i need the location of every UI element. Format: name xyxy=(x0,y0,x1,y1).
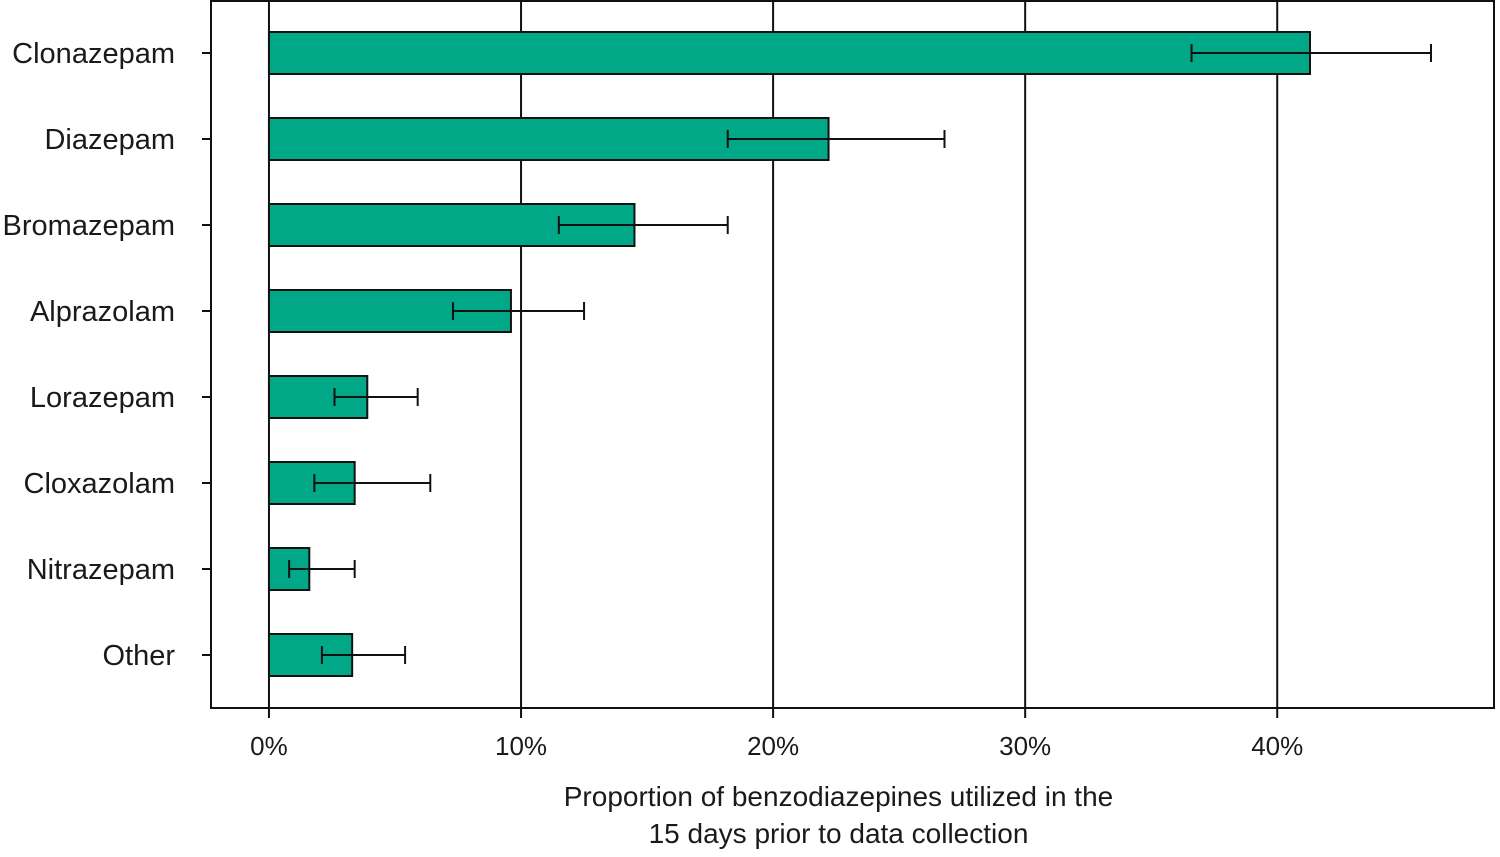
category-label: Nitrazepam xyxy=(27,554,175,586)
x-axis-title-line: Proportion of benzodiazepines utilized i… xyxy=(564,781,1113,812)
category-label: Clonazepam xyxy=(12,38,175,70)
y-axis: Clonazepam Diazepam Bromazepam Alprazolam Lo… xyxy=(3,38,211,672)
x-tick-label: 10% xyxy=(495,731,547,761)
x-axis-title: Proportion of benzodiazepines utilized i… xyxy=(564,781,1113,849)
category-label: Bromazepam xyxy=(3,210,175,242)
x-tick-label: 30% xyxy=(999,731,1051,761)
category-label: Cloxazolam xyxy=(24,468,176,500)
category-label: Other xyxy=(102,640,175,672)
x-axis: 0% 10% 20% 30% 40% xyxy=(250,708,1303,761)
gridlines xyxy=(267,1,1279,708)
error-bars xyxy=(288,44,1432,664)
bars xyxy=(267,31,1311,677)
x-axis-title-line: 15 days prior to data collection xyxy=(649,818,1029,849)
plot-frame xyxy=(210,0,1495,709)
category-label: Lorazepam xyxy=(30,382,175,414)
category-label: Diazepam xyxy=(44,124,175,156)
x-tick-label: 0% xyxy=(250,731,288,761)
x-tick-label: 40% xyxy=(1251,731,1303,761)
x-tick-label: 20% xyxy=(747,731,799,761)
bar xyxy=(267,31,1311,75)
category-label: Alprazolam xyxy=(30,296,175,328)
